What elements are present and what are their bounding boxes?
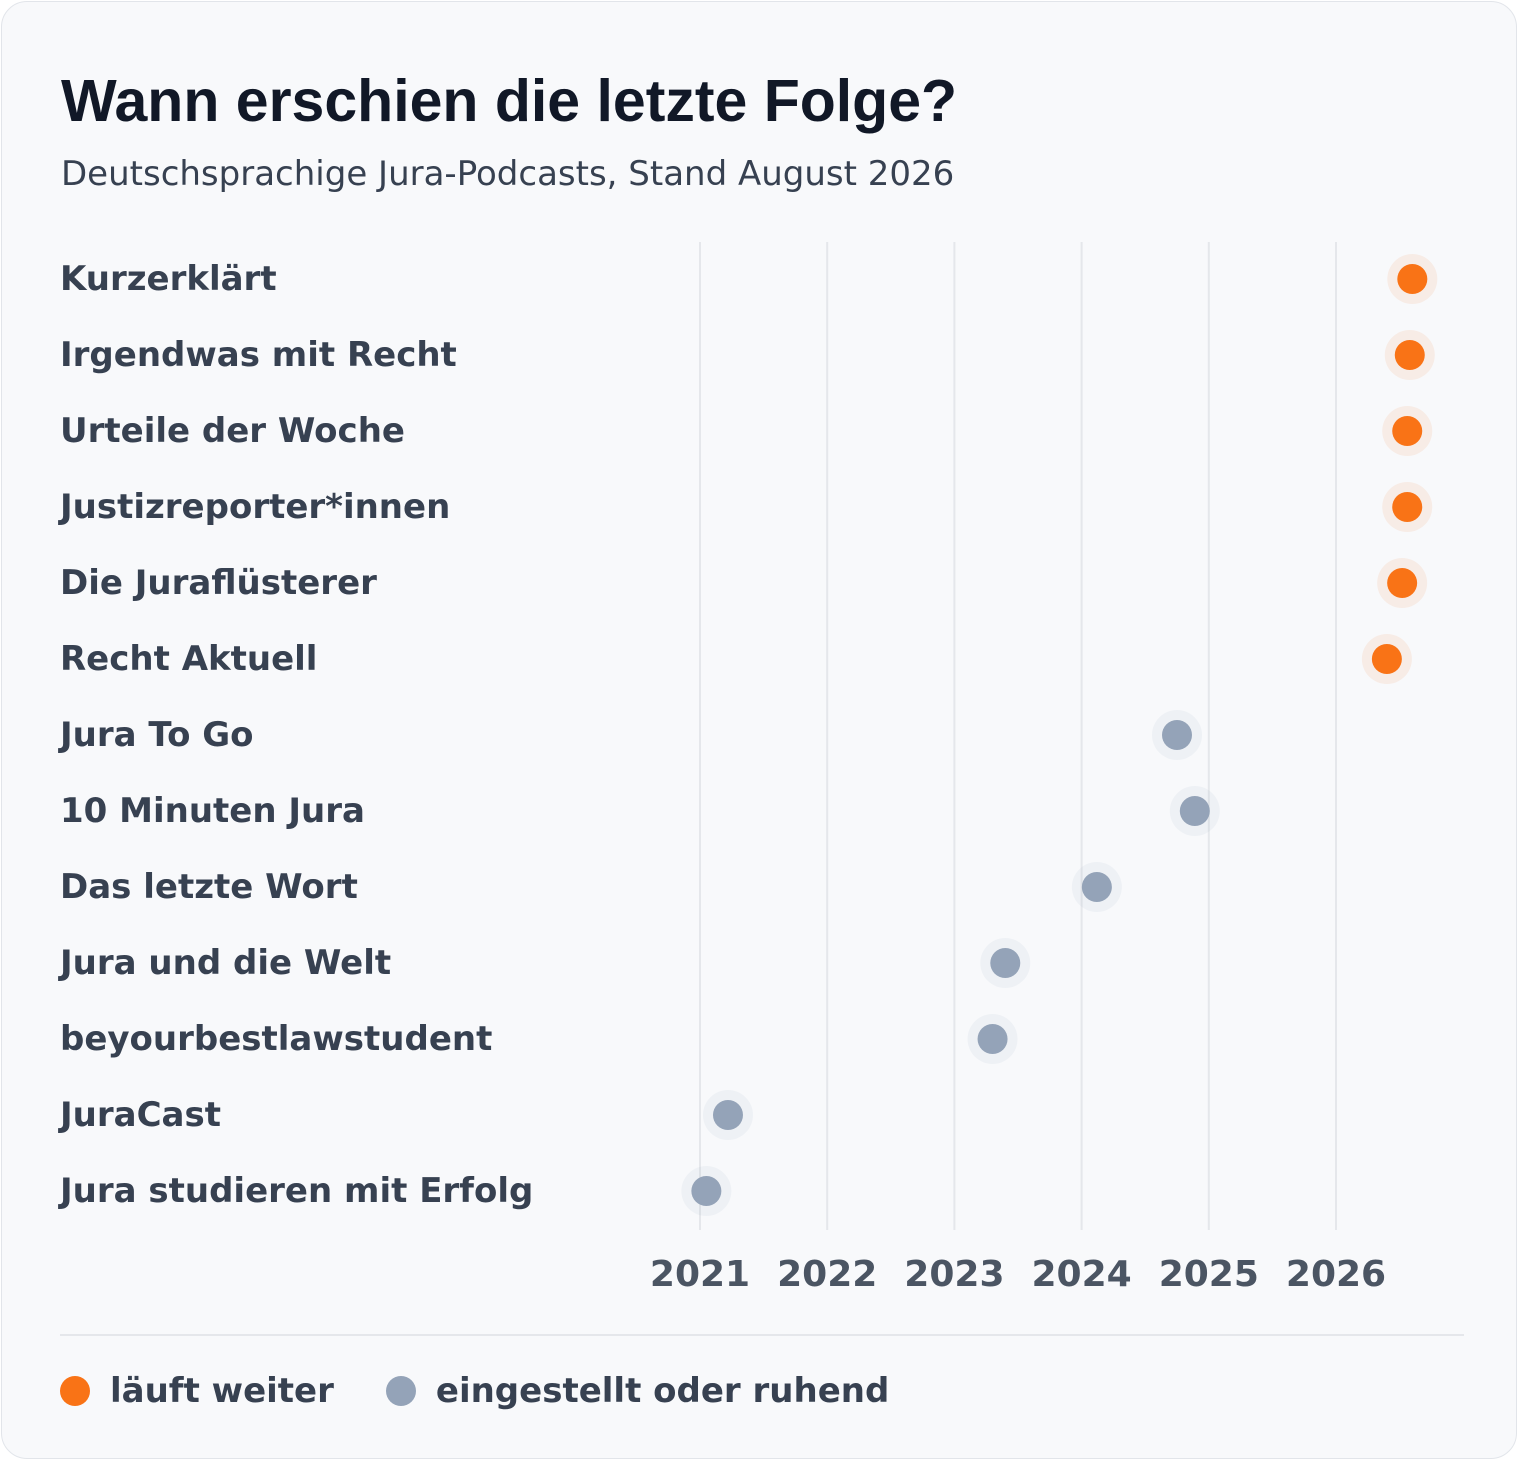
data-point <box>1394 340 1425 370</box>
x-tick-label-2021: 2021 <box>650 1254 750 1295</box>
data-point <box>691 1176 722 1206</box>
legend-swatch-inactive <box>385 1376 416 1406</box>
row-label: Justizreporter*innen <box>58 487 450 527</box>
legend-divider <box>60 1334 1464 1336</box>
row-label: Irgendwas mit Recht <box>60 335 457 375</box>
row-label: beyourbestlawstudent <box>60 1019 492 1059</box>
data-point <box>990 948 1021 978</box>
data-point <box>712 1100 743 1130</box>
row-label: Urteile der Woche <box>60 411 405 451</box>
data-point <box>1387 568 1418 598</box>
row-label: Kurzerklärt <box>60 259 277 299</box>
data-point <box>1392 492 1423 522</box>
row-label: Das letzte Wort <box>60 867 358 907</box>
row-label: Jura studieren mit Erfolg <box>58 1171 533 1211</box>
row-label: 10 Minuten Jura <box>60 791 365 831</box>
x-tick-label-2023: 2023 <box>904 1254 1004 1295</box>
row-label: Die Juraflüsterer <box>60 563 377 603</box>
data-point <box>1162 720 1192 750</box>
row-label: Jura To Go <box>58 715 254 755</box>
data-point <box>1179 796 1210 826</box>
x-tick-label-2026: 2026 <box>1286 1254 1386 1295</box>
x-tick-label-2025: 2025 <box>1159 1254 1259 1295</box>
data-point <box>1371 644 1402 674</box>
data-point <box>1392 416 1423 446</box>
dot-plot: 2021 2022 2023 2024 2025 2026 Kurzerklärt Irgen… <box>58 242 1438 1295</box>
legend-item-active: läuft weiter <box>60 1371 334 1411</box>
legend: läuft weiter eingestellt oder ruhend <box>60 1364 941 1418</box>
legend-swatch-active <box>60 1376 90 1406</box>
legend-label-active: läuft weiter <box>110 1371 334 1411</box>
legend-item-inactive: eingestellt oder ruhend <box>385 1371 890 1411</box>
data-point <box>1081 872 1112 902</box>
row-label: Jura und die Welt <box>58 943 391 983</box>
row-label: Recht Aktuell <box>60 639 317 679</box>
chart-title: Wann erschien die letzte Folge? <box>61 68 958 134</box>
data-point <box>977 1024 1008 1054</box>
legend-label-inactive: eingestellt oder ruhend <box>435 1371 890 1411</box>
row-label: JuraCast <box>58 1095 221 1135</box>
chart-subtitle: Deutschsprachige Jura-Podcasts, Stand Au… <box>61 154 955 194</box>
x-tick-label-2022: 2022 <box>777 1254 877 1295</box>
x-tick-label-2024: 2024 <box>1031 1254 1131 1295</box>
data-point <box>1397 264 1428 294</box>
